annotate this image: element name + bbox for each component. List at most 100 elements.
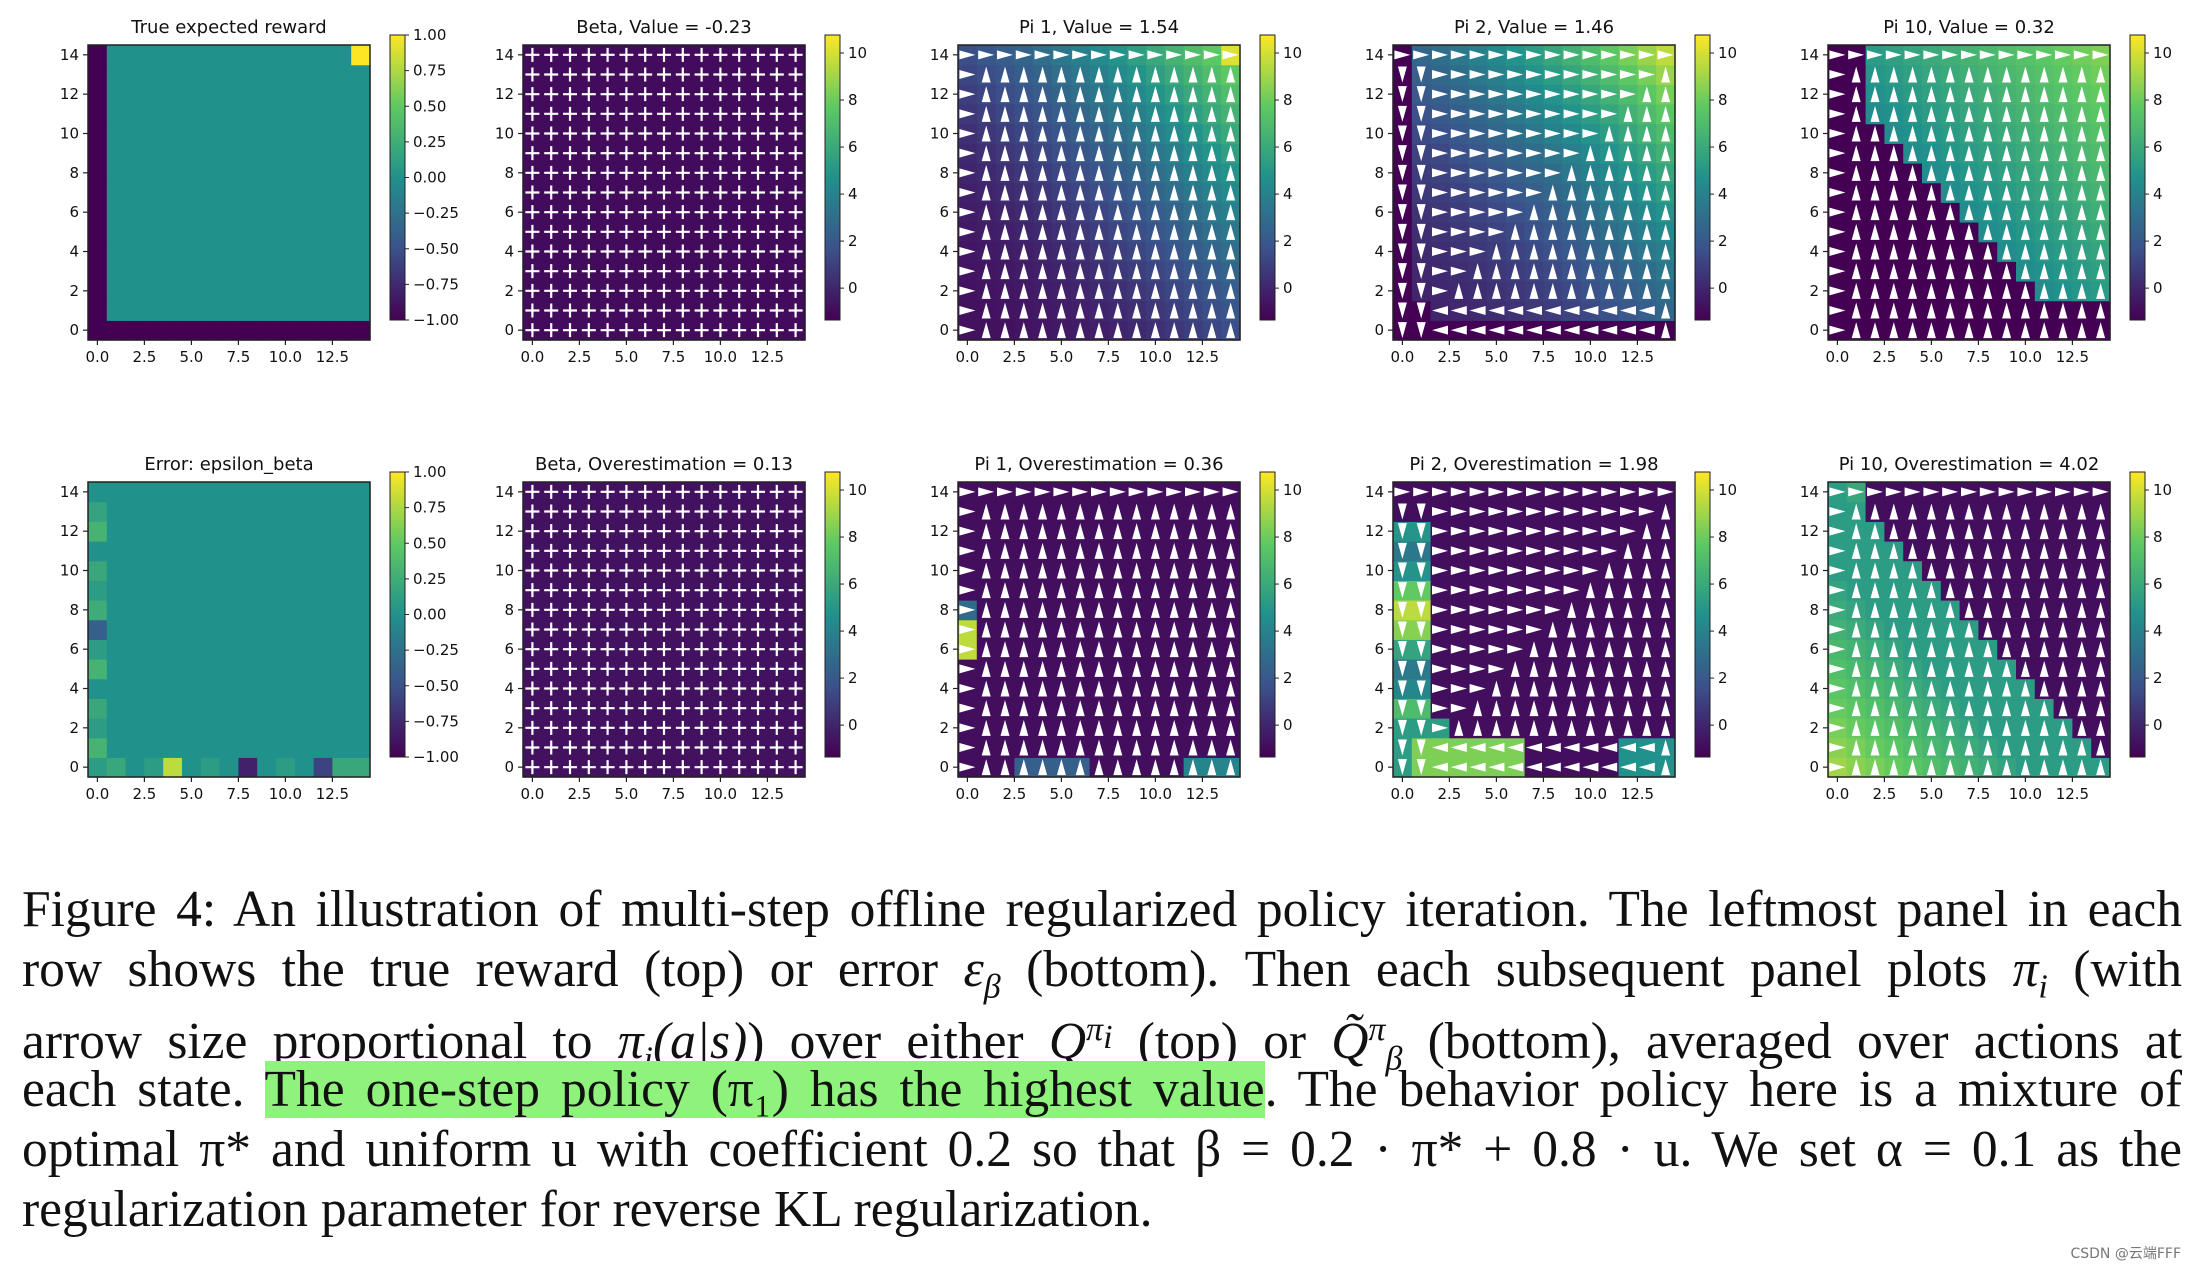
arrow-mark (1507, 507, 1524, 516)
heatmap-cell (163, 580, 183, 601)
x-tick-label: 7.5 (226, 785, 250, 803)
arrow-mark (694, 740, 709, 755)
arrow-mark (1075, 164, 1085, 181)
arrow-mark (1075, 145, 1085, 162)
heatmap-cell (144, 281, 164, 302)
arrow-mark (788, 504, 803, 519)
arrow-mark (1908, 164, 1918, 181)
arrow-mark (1851, 204, 1861, 221)
arrow-mark (959, 227, 976, 237)
arrow-mark (1945, 739, 1955, 756)
heatmap-cell (294, 241, 315, 262)
arrow-mark (1397, 105, 1407, 122)
arrow-mark (544, 701, 559, 716)
arrow-mark (1038, 621, 1048, 638)
arrow-mark (581, 661, 596, 676)
x-tick-label: 2.5 (567, 348, 591, 366)
arrow-mark (1473, 719, 1483, 736)
heatmap-cell (313, 281, 333, 302)
arrow-mark (638, 760, 653, 775)
arrow-mark (769, 661, 784, 676)
arrow-mark (1056, 621, 1066, 638)
arrow-mark (1889, 86, 1899, 103)
arrow-mark (1132, 680, 1142, 697)
arrow-mark (2039, 164, 2049, 181)
arrow-mark (2058, 759, 2068, 776)
arrow-mark (1019, 86, 1029, 103)
arrow-mark (1529, 680, 1539, 697)
arrow-mark (1642, 542, 1652, 559)
heatmap-cell (200, 600, 221, 621)
arrow-mark (619, 602, 634, 617)
arrow-mark (2020, 719, 2030, 736)
arrow-mark (563, 661, 577, 676)
arrow-mark (600, 106, 615, 121)
arrow-mark (1510, 263, 1520, 280)
arrow-mark (1000, 503, 1010, 520)
arrow-mark (2020, 582, 2030, 599)
arrow-mark (1226, 503, 1236, 520)
arrow-mark (1432, 762, 1448, 772)
colorbar-tick-label: 1.00 (413, 463, 446, 481)
arrow-mark (581, 681, 596, 696)
heatmap-cell (257, 659, 277, 680)
arrow-mark (1150, 66, 1160, 83)
arrow-mark (1851, 503, 1861, 520)
arrow-mark (1529, 223, 1539, 240)
arrow-mark (1150, 562, 1160, 579)
arrow-mark (1983, 582, 1993, 599)
arrow-mark (1188, 164, 1198, 181)
arrow-mark (732, 67, 747, 82)
arrow-mark (2096, 719, 2106, 736)
arrow-mark (1094, 105, 1104, 122)
arrow-mark (544, 602, 559, 617)
arrow-mark (769, 303, 784, 318)
arrow-mark (2058, 282, 2068, 299)
x-tick-label: 5.0 (614, 785, 638, 803)
arrow-mark (1945, 145, 1955, 162)
arrow-mark (1038, 243, 1048, 260)
arrow-mark (1983, 621, 1993, 638)
arrow-mark (1870, 263, 1880, 280)
arrow-mark (1019, 105, 1029, 122)
y-tick-label: 4 (939, 680, 949, 698)
arrow-mark (1582, 89, 1599, 99)
axes-frame (87, 481, 371, 778)
heatmap-cell (238, 659, 258, 680)
arrow-mark (657, 484, 671, 499)
arrow-mark (1642, 660, 1652, 677)
colorbar-tick-label: −0.75 (413, 712, 459, 730)
arrow-mark (2002, 322, 2012, 339)
x-tick-label: 12.5 (1621, 785, 1654, 803)
arrow-mark (2077, 641, 2087, 658)
arrow-mark (1038, 263, 1048, 280)
arrow-mark (1488, 50, 1505, 60)
arrow-mark (1908, 700, 1918, 717)
arrow-mark (1056, 145, 1066, 162)
arrow-mark (959, 148, 976, 158)
arrow-mark (788, 701, 803, 716)
heatmap-cell (200, 501, 221, 522)
arrow-mark (1526, 70, 1542, 79)
arrow-mark (1964, 145, 1974, 162)
heatmap-cell (182, 222, 202, 243)
y-tick-label: 14 (1800, 46, 1819, 64)
y-tick-label: 6 (69, 203, 79, 221)
x-tick-label: 7.5 (1531, 785, 1555, 803)
heatmap-cell (238, 698, 258, 719)
arrow-mark (1094, 660, 1104, 677)
heatmap-cell (276, 182, 296, 203)
colorbar-tick-label: 8 (1718, 528, 1728, 546)
arrow-mark (1056, 601, 1066, 618)
arrow-mark (2058, 739, 2068, 756)
x-tick-label: 10.0 (1139, 348, 1172, 366)
heatmap-cell (332, 757, 352, 778)
heatmap-cell (200, 678, 221, 699)
arrow-mark (1623, 680, 1633, 697)
heatmap-cell (182, 300, 202, 321)
arrow-mark (713, 303, 728, 318)
colorbar-tick-label: 4 (1718, 622, 1728, 640)
arrow-mark (1983, 223, 1993, 240)
arrow-mark (1526, 605, 1542, 615)
arrow-mark (563, 602, 577, 617)
